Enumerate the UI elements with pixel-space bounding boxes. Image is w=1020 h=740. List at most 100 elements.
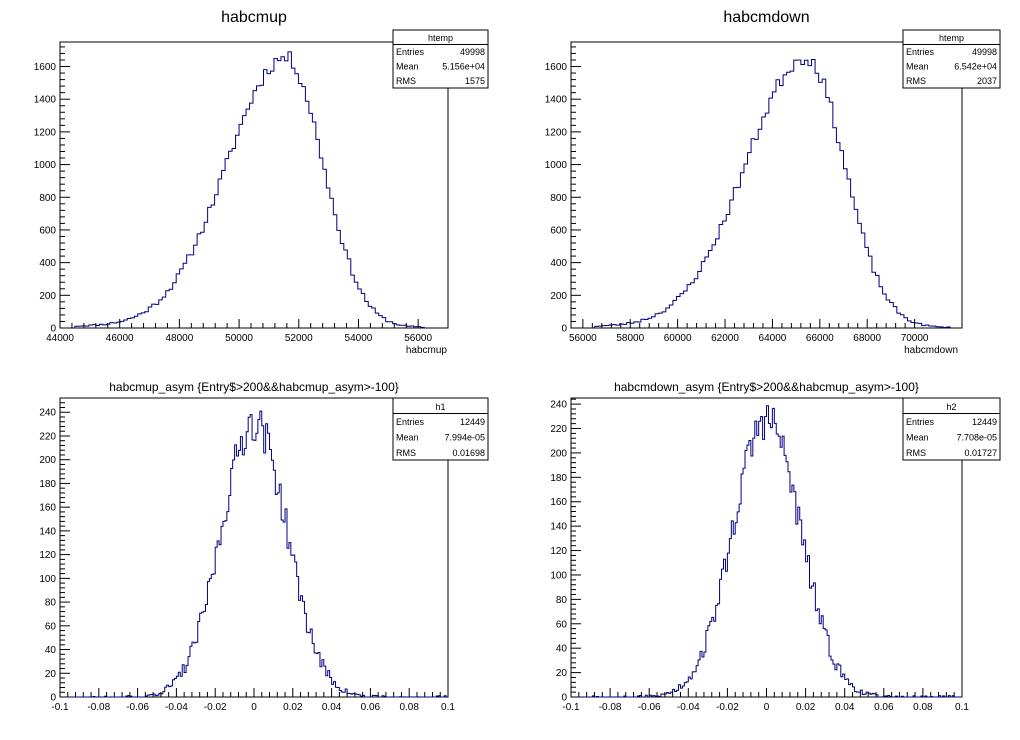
- x-axis-title: habcmdown: [904, 345, 958, 356]
- x-tick-label: -0.02: [204, 702, 227, 713]
- x-tick-label: 58000: [616, 333, 644, 344]
- stats-mean-value: 7.708e-05: [956, 433, 997, 443]
- y-tick-label: 100: [550, 570, 567, 581]
- y-tick-label: 140: [39, 526, 56, 537]
- y-tick-label: 1400: [34, 95, 57, 106]
- y-tick-label: 220: [550, 424, 567, 435]
- x-tick-label: 48000: [165, 333, 193, 344]
- y-tick-label: 180: [39, 479, 56, 490]
- stats-mean-label: Mean: [396, 62, 419, 72]
- x-tick-label: 0.02: [283, 702, 303, 713]
- x-tick-label: 70000: [901, 333, 929, 344]
- x-tick-label: -0.02: [716, 702, 739, 713]
- y-tick-label: 1600: [545, 62, 568, 73]
- stats-entries-value: 12449: [460, 417, 485, 427]
- x-tick-label: 62000: [711, 333, 739, 344]
- x-tick-label: 56000: [404, 333, 432, 344]
- y-tick-label: 1200: [545, 127, 568, 138]
- y-tick-label: 120: [39, 550, 56, 561]
- y-tick-label: 400: [39, 258, 56, 269]
- x-tick-label: 0.06: [361, 702, 381, 713]
- stats-box-frame: [902, 397, 1001, 461]
- stats-box-frame: [902, 29, 1001, 89]
- y-tick-label: 100: [39, 574, 56, 585]
- y-tick-label: 200: [550, 448, 567, 459]
- histogram-panel-2: habcmdown 56000 58000 60000 62000 64000 66000 6…: [545, 9, 1001, 356]
- stats-name: htemp: [939, 33, 964, 43]
- stats-entries-value: 49998: [460, 47, 485, 57]
- x-tick-label: -0.08: [599, 702, 622, 713]
- x-tick-label: 54000: [345, 333, 373, 344]
- y-tick-label: 1400: [545, 95, 568, 106]
- stats-mean-label: Mean: [396, 433, 419, 443]
- histogram-line: [74, 51, 425, 328]
- x-tick-label: 44000: [46, 333, 74, 344]
- plot-frame: [570, 41, 963, 329]
- stats-rms-value: 0.01727: [964, 448, 997, 458]
- stats-entries-label: Entries: [906, 47, 935, 57]
- stats-mean-value: 5.156e+04: [442, 62, 485, 72]
- y-tick-label: 60: [45, 621, 57, 632]
- histogram-line: [60, 410, 448, 698]
- y-tick-label: 0: [561, 324, 567, 335]
- stats-box-frame: [392, 29, 489, 89]
- y-tick-label: 1000: [545, 160, 568, 171]
- x-tick-label: 0: [251, 702, 257, 713]
- y-tick-label: 600: [39, 225, 56, 236]
- stats-box: h1 Entries 12449 Mean 7.994e-05 RMS 0.01698: [392, 397, 489, 461]
- x-tick-label: -0.1: [51, 702, 69, 713]
- stats-mean-value: 7.994e-05: [444, 433, 485, 443]
- y-tick-label: 20: [45, 669, 57, 680]
- histogram-panel-1: habcmup 44000 46000 48000 50000 52000 54000 560…: [34, 9, 489, 356]
- stats-entries-label: Entries: [396, 417, 425, 427]
- stats-box: h2 Entries 12449 Mean 7.708e-05 RMS 0.01727: [902, 397, 1001, 461]
- y-tick-label: 160: [39, 503, 56, 514]
- x-tick-label: 0.04: [322, 702, 342, 713]
- y-tick-label: 200: [39, 455, 56, 466]
- y-tick-label: 40: [45, 645, 57, 656]
- x-tick-label: 64000: [759, 333, 787, 344]
- x-tick-label: 60000: [664, 333, 692, 344]
- panel-title: habcmdown: [723, 9, 809, 26]
- stats-name: h1: [435, 402, 445, 412]
- stats-mean-label: Mean: [906, 62, 929, 72]
- x-tick-label: 0.1: [955, 702, 969, 713]
- x-tick-label: -0.06: [638, 702, 661, 713]
- x-tick-label: 50000: [225, 333, 253, 344]
- x-tick-label: 56000: [569, 333, 597, 344]
- stats-rms-label: RMS: [396, 448, 416, 458]
- x-tick-label: 46000: [106, 333, 134, 344]
- y-tick-label: 1600: [34, 62, 57, 73]
- x-tick-label: 0.04: [835, 702, 855, 713]
- stats-mean-label: Mean: [906, 433, 929, 443]
- x-tick-label: -0.1: [562, 702, 580, 713]
- y-tick-label: 80: [45, 598, 57, 609]
- stats-rms-label: RMS: [906, 448, 926, 458]
- stats-box-frame: [392, 397, 489, 461]
- stats-name: h2: [946, 402, 956, 412]
- y-tick-label: 0: [50, 693, 56, 704]
- y-tick-label: 200: [550, 291, 567, 302]
- x-tick-label: 52000: [285, 333, 313, 344]
- y-tick-label: 40: [556, 644, 568, 655]
- x-tick-label: -0.04: [677, 702, 700, 713]
- stats-box: htemp Entries 49998 Mean 6.542e+04 RMS 2037: [902, 29, 1001, 89]
- y-tick-label: 200: [39, 291, 56, 302]
- histogram-line: [594, 59, 951, 329]
- stats-rms-label: RMS: [906, 76, 926, 86]
- stats-rms-value: 0.01698: [452, 448, 485, 458]
- x-tick-label: -0.08: [87, 702, 110, 713]
- y-tick-label: 140: [550, 522, 567, 533]
- stats-mean-value: 6.542e+04: [954, 62, 997, 72]
- x-tick-label: 0.06: [874, 702, 894, 713]
- stats-entries-label: Entries: [396, 47, 425, 57]
- y-tick-label: 240: [550, 400, 567, 411]
- x-tick-label: 0: [764, 702, 770, 713]
- x-tick-label: -0.06: [126, 702, 149, 713]
- y-tick-label: 0: [50, 324, 56, 335]
- x-tick-label: 0.08: [399, 702, 419, 713]
- plot-frame: [59, 41, 449, 329]
- stats-rms-value: 2037: [977, 76, 997, 86]
